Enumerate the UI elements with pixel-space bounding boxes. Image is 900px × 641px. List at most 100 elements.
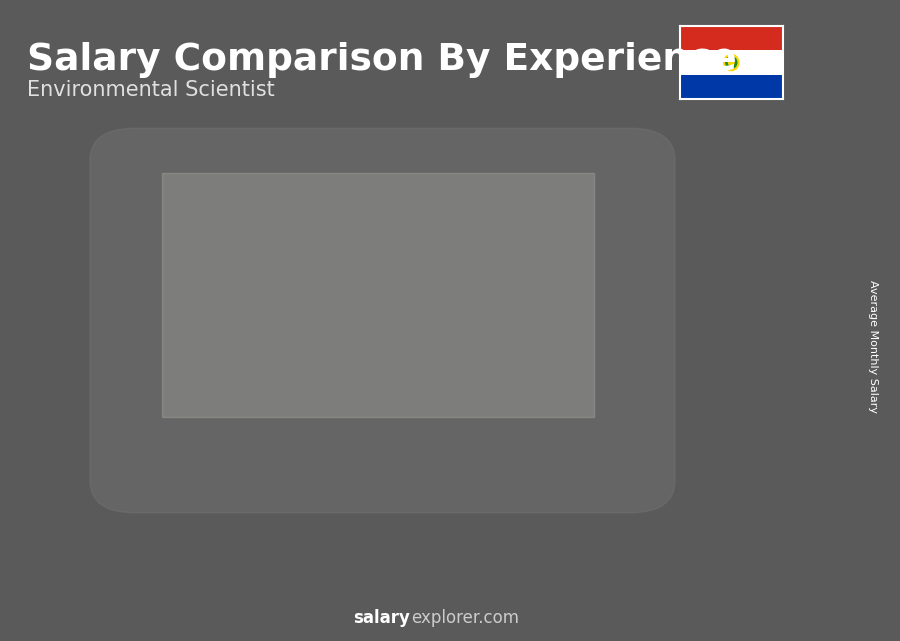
Bar (406, 367, 408, 549)
Text: salary: salary (353, 609, 410, 627)
Bar (638, 263, 640, 549)
Bar (615, 263, 616, 549)
Bar (194, 481, 196, 549)
Bar (537, 319, 539, 549)
Circle shape (728, 60, 734, 65)
Bar (626, 263, 628, 549)
Bar (500, 319, 503, 549)
Bar (601, 263, 604, 549)
Bar (531, 319, 534, 549)
Text: 0 PYG: 0 PYG (322, 447, 368, 461)
Bar (719, 215, 722, 549)
Bar (292, 433, 293, 549)
Bar (287, 433, 290, 549)
Bar (717, 215, 720, 549)
Bar (162, 173, 594, 417)
Text: Average Monthly Salary: Average Monthly Salary (868, 279, 878, 413)
Bar (202, 481, 204, 549)
Bar (413, 367, 415, 549)
Bar (154, 481, 157, 549)
FancyArrowPatch shape (420, 311, 495, 354)
Bar (522, 319, 524, 549)
Bar (596, 263, 598, 549)
Bar (301, 433, 303, 549)
Text: 0 PYG: 0 PYG (653, 370, 699, 384)
Polygon shape (541, 312, 551, 549)
Bar (278, 433, 280, 549)
Bar (605, 263, 608, 549)
Bar (613, 263, 615, 549)
Bar (299, 433, 302, 549)
Polygon shape (320, 425, 330, 549)
Bar (716, 215, 717, 549)
Bar (382, 367, 384, 549)
Bar (305, 433, 307, 549)
Bar (508, 319, 510, 549)
FancyBboxPatch shape (90, 128, 675, 513)
Bar (742, 215, 744, 549)
Text: +nan%: +nan% (629, 143, 706, 162)
Bar (524, 319, 526, 549)
Bar (721, 215, 724, 549)
Bar (620, 263, 623, 549)
Bar (608, 263, 609, 549)
Bar (618, 263, 621, 549)
Bar (423, 367, 425, 549)
Bar (164, 481, 166, 549)
Polygon shape (704, 206, 771, 215)
Bar (400, 367, 402, 549)
Bar (318, 433, 320, 549)
Bar (379, 367, 381, 549)
Bar (706, 215, 708, 549)
Bar (377, 367, 379, 549)
Bar (634, 263, 636, 549)
Bar (680, 75, 783, 99)
Bar (174, 481, 176, 549)
Bar (625, 263, 626, 549)
Bar (518, 319, 520, 549)
Text: explorer.com: explorer.com (411, 609, 519, 627)
Bar (736, 215, 739, 549)
Bar (504, 319, 507, 549)
Polygon shape (430, 360, 440, 549)
Bar (196, 481, 198, 549)
Polygon shape (761, 206, 771, 549)
Bar (758, 215, 760, 549)
Bar (485, 319, 488, 549)
Bar (263, 433, 265, 549)
Bar (285, 433, 288, 549)
Bar (644, 263, 645, 549)
Circle shape (724, 54, 739, 71)
Text: +nan%: +nan% (187, 370, 264, 389)
Bar (403, 367, 406, 549)
Bar (616, 263, 619, 549)
Bar (421, 367, 423, 549)
FancyArrowPatch shape (641, 206, 716, 249)
Bar (497, 319, 499, 549)
Bar (491, 319, 493, 549)
Bar (415, 367, 418, 549)
Bar (708, 215, 710, 549)
Bar (176, 481, 177, 549)
Polygon shape (210, 473, 220, 549)
Polygon shape (263, 425, 330, 433)
Bar (752, 215, 754, 549)
Polygon shape (651, 254, 661, 549)
Bar (208, 481, 210, 549)
Bar (179, 481, 181, 549)
Bar (270, 433, 273, 549)
Bar (527, 319, 529, 549)
Bar (502, 319, 505, 549)
Bar (594, 263, 597, 549)
Bar (483, 319, 485, 549)
Bar (309, 433, 310, 549)
Bar (483, 319, 487, 549)
Text: 0 PYG: 0 PYG (433, 422, 479, 437)
Bar (410, 367, 411, 549)
Bar (760, 215, 761, 549)
Bar (394, 367, 396, 549)
Bar (539, 319, 541, 549)
Bar (398, 367, 400, 549)
Text: 5 to 10: 5 to 10 (364, 577, 440, 596)
Bar (198, 481, 201, 549)
